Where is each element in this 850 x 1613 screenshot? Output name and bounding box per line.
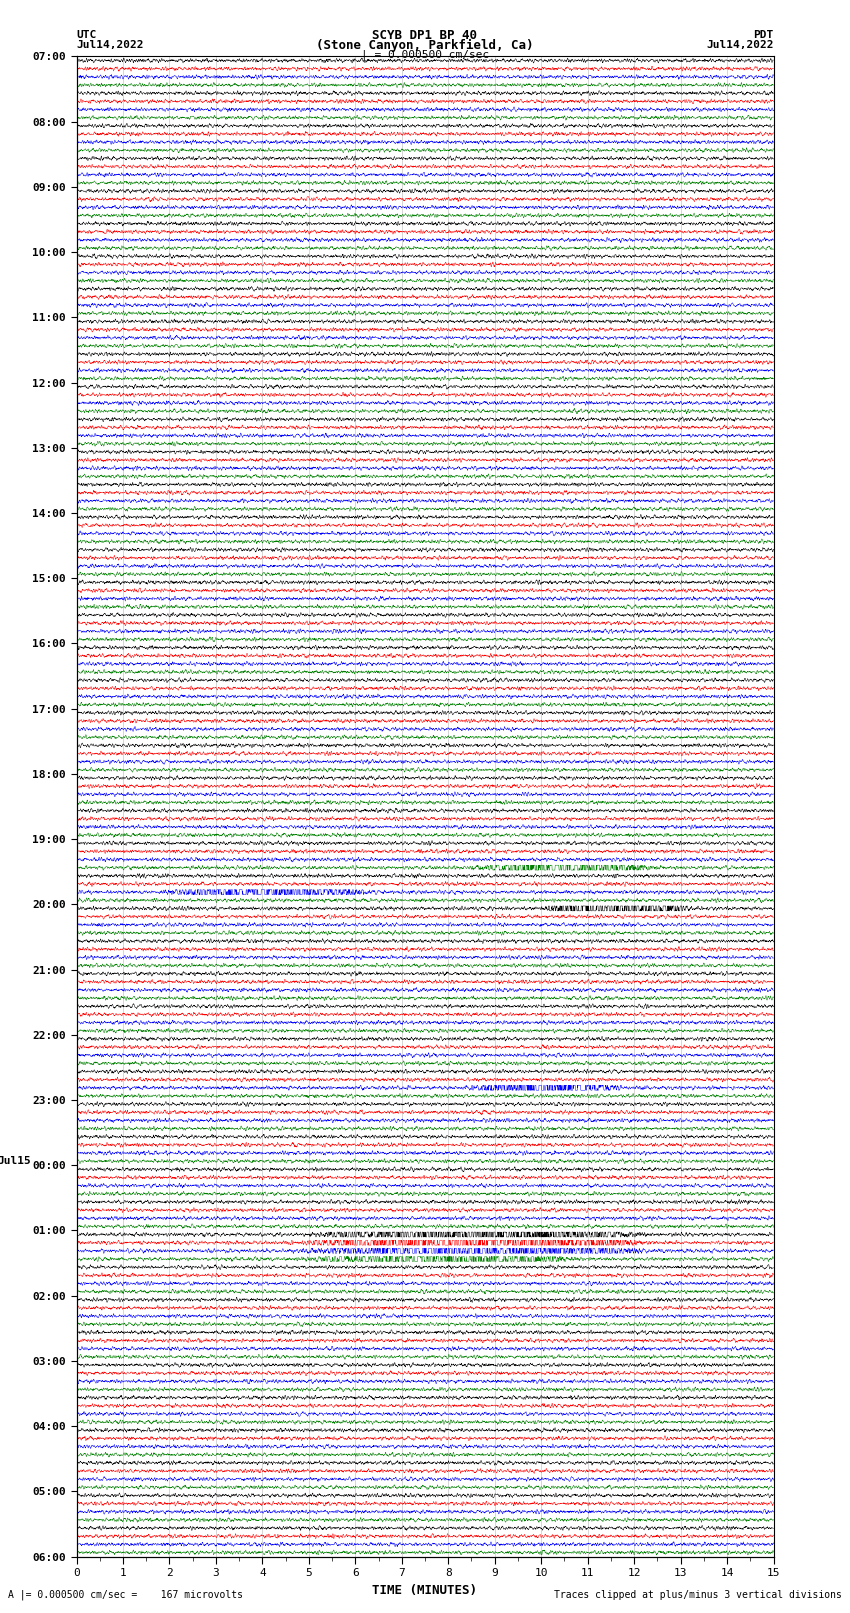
X-axis label: TIME (MINUTES): TIME (MINUTES) <box>372 1584 478 1597</box>
Text: A |= 0.000500 cm/sec =    167 microvolts: A |= 0.000500 cm/sec = 167 microvolts <box>8 1589 243 1600</box>
Text: Traces clipped at plus/minus 3 vertical divisions: Traces clipped at plus/minus 3 vertical … <box>553 1590 842 1600</box>
Text: Jul14,2022: Jul14,2022 <box>706 40 774 50</box>
Text: Jul15: Jul15 <box>0 1157 31 1166</box>
Text: | = 0.000500 cm/sec: | = 0.000500 cm/sec <box>361 50 489 60</box>
Text: SCYB DP1 BP 40: SCYB DP1 BP 40 <box>372 29 478 42</box>
Text: (Stone Canyon, Parkfield, Ca): (Stone Canyon, Parkfield, Ca) <box>316 39 534 52</box>
Text: Jul14,2022: Jul14,2022 <box>76 40 144 50</box>
Text: PDT: PDT <box>753 31 774 40</box>
Text: UTC: UTC <box>76 31 97 40</box>
